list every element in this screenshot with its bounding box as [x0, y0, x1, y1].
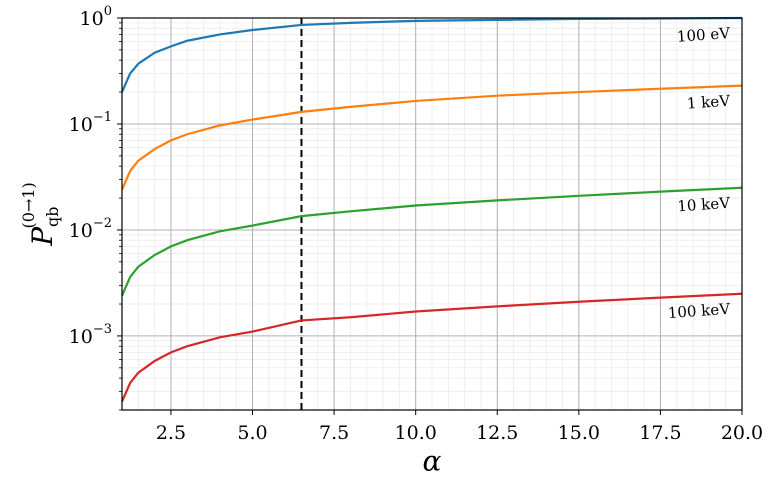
y-label-main: P	[26, 226, 59, 247]
y-tick-label: 10−3	[69, 321, 112, 348]
tick-exponent: −3	[93, 321, 112, 336]
x-tick-label: 7.5	[319, 422, 349, 444]
y-axis-label: Pqb (0→1)	[19, 182, 62, 247]
y-label-sup: (0→1)	[19, 182, 38, 228]
x-tick-label: 2.5	[156, 422, 186, 444]
x-tick-label: 20.0	[721, 422, 763, 444]
y-label-sub: qb	[43, 206, 62, 226]
y-tick-label: 10−1	[69, 109, 112, 136]
x-tick-label: 17.5	[639, 422, 681, 444]
tick-base: 10	[80, 8, 104, 30]
series-label: 1 keV	[686, 92, 731, 113]
series-line	[120, 292, 743, 403]
x-tick-label: 10.0	[395, 422, 437, 444]
series-label: 100 keV	[667, 300, 731, 322]
series-line	[120, 84, 743, 191]
tick-exponent: −1	[93, 109, 112, 124]
y-tick-label: 100	[80, 4, 112, 31]
x-tick-label: 5.0	[237, 422, 267, 444]
tick-base: 10	[69, 114, 93, 136]
tick-exponent: −2	[93, 215, 112, 230]
x-tick-label: 15.0	[558, 422, 600, 444]
x-axis-label: α	[423, 445, 442, 478]
plot-frame	[121, 17, 743, 411]
tick-base: 10	[69, 220, 93, 242]
y-tick-label: 10−2	[69, 215, 112, 242]
series-label: 100 eV	[676, 24, 731, 46]
tick-exponent: 0	[104, 4, 112, 19]
series-line	[120, 16, 743, 93]
x-tick-label: 12.5	[476, 422, 518, 444]
series-label: 10 keV	[677, 194, 732, 216]
series-line	[120, 186, 743, 297]
tick-base: 10	[69, 326, 93, 348]
